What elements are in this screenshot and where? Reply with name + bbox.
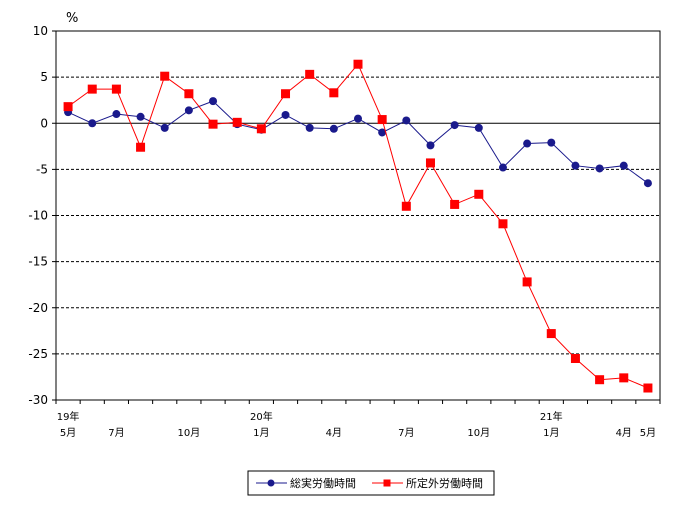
data-point — [450, 199, 460, 209]
y-tick-label: -25 — [28, 347, 48, 361]
data-point — [184, 106, 193, 115]
data-point — [208, 119, 218, 129]
y-tick-label: -10 — [28, 209, 48, 223]
series-1 — [64, 97, 652, 188]
data-point — [209, 97, 218, 106]
data-point — [546, 329, 556, 339]
x-tick-month-label: 1月 — [543, 427, 559, 439]
series-2 — [63, 59, 653, 393]
data-point — [378, 128, 387, 137]
data-point — [401, 201, 411, 211]
data-point — [281, 110, 290, 119]
x-tick-month-label: 4月 — [616, 427, 632, 439]
data-point — [523, 139, 532, 148]
data-point — [498, 163, 507, 172]
data-point — [281, 89, 291, 99]
y-tick-label: -5 — [36, 162, 48, 176]
data-point — [112, 110, 121, 119]
data-point — [305, 123, 314, 132]
x-tick-year-label: 19年 — [57, 410, 80, 423]
data-point — [595, 375, 605, 385]
data-point — [522, 277, 532, 287]
data-point — [643, 179, 652, 188]
x-tick-month-label: 10月 — [178, 427, 201, 439]
y-axis-ticks: 10 5 0 -5 -10 -15 -20 -25 -30 — [28, 24, 56, 407]
y-tick-label: 10 — [33, 24, 48, 38]
data-point — [426, 141, 435, 150]
data-point — [111, 84, 121, 94]
x-axis-ticks: 19年 5月 7月 10月 20年 1月 4月 7月 10月 21年 1月 4月 5月 — [55, 400, 661, 439]
data-point — [160, 71, 170, 81]
data-point — [88, 119, 97, 128]
x-tick-month-label: 4月 — [326, 427, 342, 439]
data-point — [160, 123, 169, 132]
x-tick-month-label: 5月 — [60, 427, 76, 439]
data-point — [354, 114, 362, 123]
y-tick-label: -15 — [28, 255, 48, 269]
unit-label: % — [66, 11, 78, 26]
data-point — [184, 89, 194, 99]
plot-frame — [55, 30, 661, 401]
data-point — [329, 88, 339, 98]
data-point — [63, 102, 73, 112]
data-point — [595, 164, 604, 173]
y-tick-label: -20 — [28, 301, 48, 315]
x-tick-month-label: 7月 — [108, 427, 124, 439]
data-point — [547, 138, 556, 147]
data-point — [619, 161, 628, 170]
data-point — [643, 383, 653, 393]
data-point — [305, 69, 315, 79]
data-point — [571, 161, 580, 170]
data-point — [256, 124, 266, 134]
data-point — [402, 116, 411, 125]
data-point — [474, 189, 484, 199]
legend-label-series-1: 総実労働時間 — [290, 476, 356, 490]
data-point — [450, 121, 459, 130]
x-tick-month-label: 1月 — [253, 427, 269, 439]
x-tick-month-label: 10月 — [467, 427, 490, 439]
legend-box — [247, 470, 495, 496]
data-point — [232, 117, 242, 127]
data-point — [136, 142, 146, 152]
x-tick-month-label: 7月 — [398, 427, 414, 439]
data-point — [87, 84, 97, 94]
legend-label-series-2: 所定外労働時間 — [406, 476, 483, 490]
data-point — [136, 112, 145, 121]
series-lines — [63, 59, 653, 393]
y-tick-label: 0 — [40, 116, 48, 130]
x-tick-month-label: 5月 — [640, 427, 656, 439]
data-point — [474, 123, 483, 132]
legend: 総実労働時間 所定外労働時間 — [247, 470, 495, 496]
data-point — [377, 115, 387, 125]
y-tick-label: 5 — [40, 70, 48, 84]
data-point — [570, 353, 580, 363]
data-point — [619, 373, 629, 383]
legend-marker-series-1 — [267, 479, 275, 487]
x-tick-year-label: 20年 — [250, 410, 273, 423]
data-point — [353, 59, 363, 69]
legend-marker-series-2 — [383, 479, 391, 487]
data-point — [498, 219, 508, 229]
gridlines — [56, 76, 660, 355]
y-tick-label: -30 — [28, 393, 48, 407]
data-point — [329, 124, 338, 133]
x-tick-year-label: 21年 — [540, 410, 563, 423]
data-point — [425, 158, 435, 168]
